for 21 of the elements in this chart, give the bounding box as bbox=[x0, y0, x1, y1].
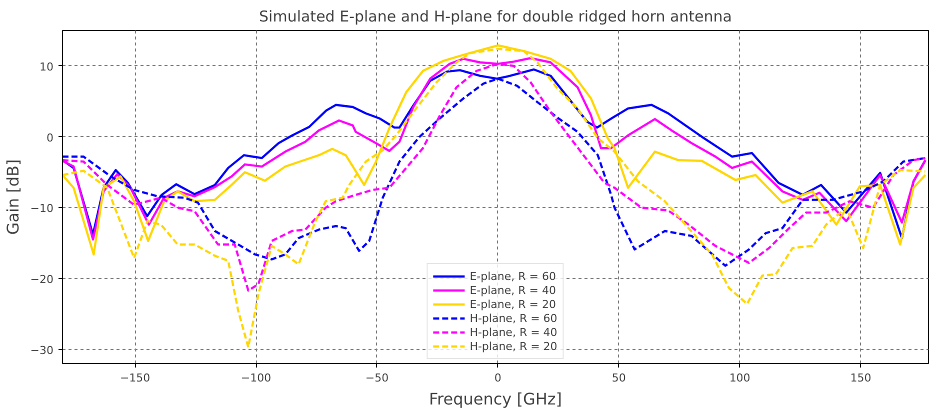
legend-label: E-plane, R = 60 bbox=[470, 269, 556, 283]
y-tick-label: 0 bbox=[46, 131, 54, 144]
y-tick-label: −20 bbox=[30, 272, 54, 286]
x-tick-label: −150 bbox=[120, 372, 150, 384]
chart-title: Simulated E-plane and H-plane for double ridged horn antenna bbox=[259, 8, 732, 26]
x-tick-label: −100 bbox=[240, 372, 272, 384]
y-tick-label: −10 bbox=[30, 202, 54, 216]
y-tick-label: 10 bbox=[40, 60, 54, 74]
legend-label: H-plane, R = 40 bbox=[470, 325, 558, 339]
y-tick-label: −30 bbox=[30, 344, 54, 357]
legend-label: H-plane, R = 60 bbox=[470, 311, 558, 325]
legend-label: E-plane, R = 20 bbox=[470, 297, 556, 311]
x-tick-label: 50 bbox=[612, 372, 626, 384]
x-tick-label: 150 bbox=[850, 372, 872, 384]
legend-label: E-plane, R = 40 bbox=[470, 283, 556, 297]
x-tick-label: −50 bbox=[365, 372, 389, 384]
y-axis-title: Gain [dB] bbox=[3, 159, 22, 235]
x-tick-label: 100 bbox=[729, 372, 750, 384]
legend-label: H-plane, R = 20 bbox=[470, 339, 558, 353]
x-axis-title: Frequency [GHz] bbox=[428, 390, 562, 408]
x-tick-label: 0 bbox=[494, 372, 502, 384]
